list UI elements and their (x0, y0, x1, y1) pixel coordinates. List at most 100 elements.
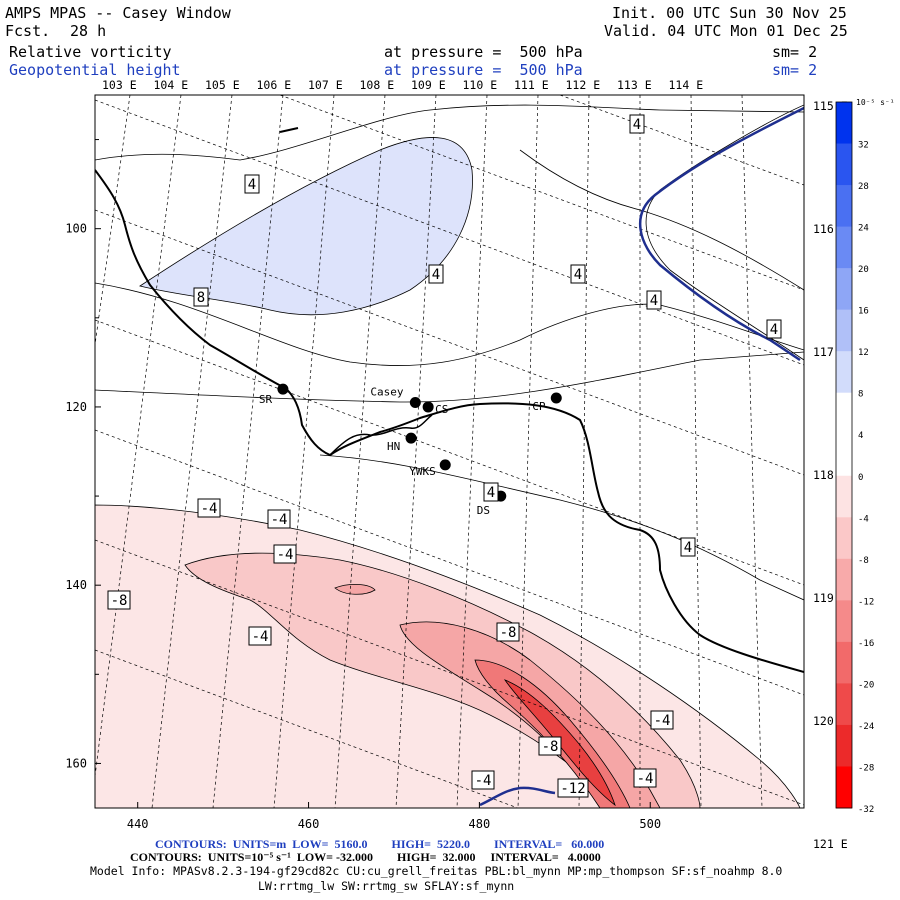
positive-vorticity-shading-ne (645, 104, 804, 361)
colorbar-tick-label: 20 (858, 265, 869, 275)
field1-name: Relative vorticity (9, 43, 172, 61)
colorbar-segment (836, 766, 852, 809)
station-marker (550, 392, 562, 404)
contour-label-negative-box (471, 770, 495, 790)
colorbar-tick-label: -32 (858, 805, 874, 815)
contour-label-positive: 4 (487, 485, 495, 501)
lon-label-right: 121 E (813, 837, 848, 851)
colorbar-segment (836, 600, 852, 643)
lon-label-top: 113 E (617, 78, 652, 92)
contour-label-negative-box (107, 590, 131, 610)
contour-label-positive-box (570, 264, 586, 284)
model-info-line1: Model Info: MPASv8.2.3-194-gf29cd82c CU:… (90, 864, 783, 878)
contour-label-negative: -12 (560, 781, 585, 797)
field2-level: at pressure = 500 hPa (384, 61, 583, 79)
station-label: YWKS (409, 465, 436, 478)
contour-label-positive: 4 (432, 267, 440, 283)
contour-label-negative: -8 (500, 625, 517, 641)
colorbar-tick-label: 0 (858, 473, 863, 483)
station-marker (422, 401, 434, 413)
y-tick-label: 120 (65, 400, 87, 414)
contour-label-negative-box (248, 626, 272, 646)
colorbar-segment (836, 683, 852, 726)
field1-level: at pressure = 500 hPa (384, 43, 583, 61)
map-title: AMPS MPAS -- Casey Window (5, 4, 231, 22)
map-frame (94, 94, 805, 809)
station-label: CP (532, 400, 546, 413)
colorbar-tick-label: -8 (858, 556, 869, 566)
lon-label-top: 110 E (463, 78, 498, 92)
colorbar-segment (836, 268, 852, 311)
model-info-line2: LW:rrtmg_lw SW:rrtmg_sw SFLAY:sf_mynn (258, 879, 515, 893)
vorticity-contour-4a (95, 104, 804, 161)
colorbar-tick-label: -12 (858, 597, 874, 607)
lon-label-top: 106 E (257, 78, 292, 92)
valid-time: Valid. 04 UTC Mon 01 Dec 25 (604, 22, 848, 40)
station-marker (405, 432, 417, 444)
contour-label-positive: 8 (197, 290, 205, 306)
field2-name: Geopotential height (9, 61, 181, 79)
contour-label-positive: 4 (574, 267, 582, 283)
colorbar-segment (836, 724, 852, 767)
contour-label-positive-box (646, 290, 662, 310)
lon-label-top: 112 E (566, 78, 601, 92)
colorbar-segment (836, 434, 852, 477)
colorbar-segment (836, 517, 852, 560)
station-marker (439, 459, 451, 471)
colorbar-tick-label: -24 (858, 722, 874, 732)
x-tick-label: 440 (127, 817, 149, 831)
colorbar-tick-label: 8 (858, 390, 863, 400)
coastline (95, 169, 804, 673)
y-tick-label: 100 (65, 222, 87, 236)
contour-label-negative-box (197, 498, 221, 518)
contour-label-negative-box (273, 544, 297, 564)
contour-label-positive-box (680, 537, 696, 557)
contour-label-negative: -4 (475, 773, 492, 789)
colorbar-segment (836, 226, 852, 269)
contour-label-positive-box (766, 319, 782, 339)
colorbar-tick-label: 32 (858, 141, 869, 151)
init-time: Init. 00 UTC Sun 30 Nov 25 (612, 4, 847, 22)
contour-label-negative-box (650, 710, 674, 730)
lon-label-top: 108 E (360, 78, 395, 92)
lon-label-top: 111 E (514, 78, 549, 92)
colorbar-tick-label: -4 (858, 514, 869, 524)
station-label: Casey (370, 385, 403, 398)
coastline-ne (279, 127, 299, 133)
contour-label-negative: -4 (201, 501, 218, 517)
x-tick-label: 460 (298, 817, 320, 831)
station-marker (409, 396, 421, 408)
colorbar-tick-label: 16 (858, 307, 869, 317)
colorbar-segment (836, 475, 852, 518)
height-contour-south (479, 786, 556, 807)
vorticity-contour-4e (519, 149, 804, 291)
field2-smoothing: sm= 2 (772, 61, 818, 79)
contour-label-negative-box (267, 509, 291, 529)
station-label: CS (435, 403, 448, 416)
colorbar-segment (836, 309, 852, 352)
contour-label-positive-box (193, 287, 209, 307)
colorbar-tick-label: 24 (858, 224, 869, 234)
y-tick-label: 140 (65, 578, 87, 592)
contour-label-positive-box (483, 482, 499, 502)
lon-label-top: 103 E (102, 78, 137, 92)
lat-lon-grid (95, 95, 804, 808)
coastline-inlet (329, 414, 433, 456)
colorbar-segment (836, 392, 852, 435)
contour-label-positive-box (629, 114, 645, 134)
colorbar-tick-label: -20 (858, 680, 874, 690)
colorbar-unit: 10⁻⁵ s⁻¹ (856, 98, 895, 107)
contour-label-negative-box (633, 768, 657, 788)
contour-label-positive: 4 (633, 117, 641, 133)
colorbar-tick-label: -28 (858, 763, 874, 773)
colorbar-tick-label: 12 (858, 348, 869, 358)
colorbar-segment (836, 102, 852, 145)
contour-label-negative: -4 (271, 512, 288, 528)
contour-label-positive: 4 (248, 177, 256, 193)
station-layer: SR Casey CS CP HN YWKS DS (259, 383, 562, 517)
vorticity-contour-4b (95, 282, 804, 366)
contour-label-negative: -8 (111, 593, 128, 609)
colorbar-segment (836, 641, 852, 684)
x-tick-label: 500 (639, 817, 661, 831)
